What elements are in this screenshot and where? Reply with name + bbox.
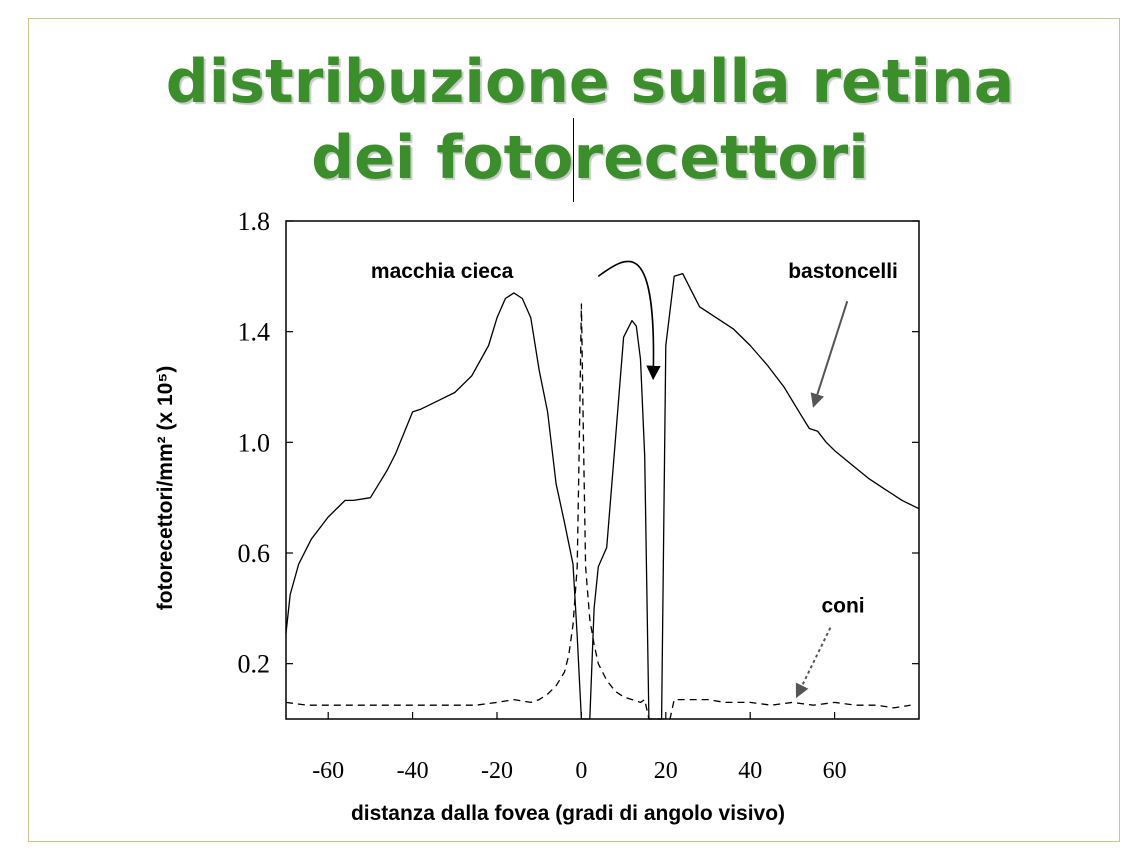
x-tick-label: 0 bbox=[575, 758, 587, 784]
annotation-coni: coni bbox=[821, 595, 864, 618]
arrow-coni bbox=[795, 627, 832, 699]
y-tick-label: 1.8 bbox=[238, 207, 271, 236]
x-tick-label: 60 bbox=[823, 758, 847, 784]
arrow-bastoncelli bbox=[810, 300, 849, 408]
slide-title: distribuzione sulla retina dei fotorecet… bbox=[0, 44, 1145, 196]
slide-title-line-1: distribuzione sulla retina bbox=[165, 47, 1015, 117]
slide-frame bbox=[28, 18, 1120, 842]
x-tick-label: -60 bbox=[312, 758, 344, 784]
annotation-layer: macchia cieca bastoncelli coni bbox=[371, 260, 898, 699]
arrow-macchia-cieca bbox=[597, 260, 661, 381]
y-tick-label: 0.2 bbox=[238, 650, 271, 679]
series-layer bbox=[285, 272, 920, 720]
x-axis-label: distanza dalla fovea (gradi di angolo vi… bbox=[351, 802, 785, 825]
x-axis: -60 -40 -20 0 20 40 60 bbox=[312, 712, 847, 784]
y-tick-label: 1.0 bbox=[238, 428, 271, 457]
slide-title-line-2: dei fotorecettori bbox=[311, 123, 869, 193]
x-tick-label: -40 bbox=[397, 758, 429, 784]
x-tick-label: -20 bbox=[481, 758, 513, 784]
plot-area-frame bbox=[285, 220, 920, 720]
series-line-bastoncelli bbox=[285, 272, 920, 720]
y-tick-label: 0.6 bbox=[238, 539, 271, 568]
y-tick-label: 1.4 bbox=[238, 318, 271, 347]
annotation-bastoncelli: bastoncelli bbox=[788, 260, 898, 283]
x-tick-label: 20 bbox=[654, 758, 678, 784]
y-axis-label: fotorecettori/mm² (x 10⁵) bbox=[154, 366, 177, 610]
x-tick-label: 40 bbox=[738, 758, 762, 784]
text-cursor bbox=[573, 118, 574, 202]
series-line-coni bbox=[285, 303, 911, 720]
y-axis: 0.2 0.6 1.0 1.4 1.8 bbox=[238, 207, 919, 679]
annotation-macchia-cieca: macchia cieca bbox=[371, 260, 514, 283]
